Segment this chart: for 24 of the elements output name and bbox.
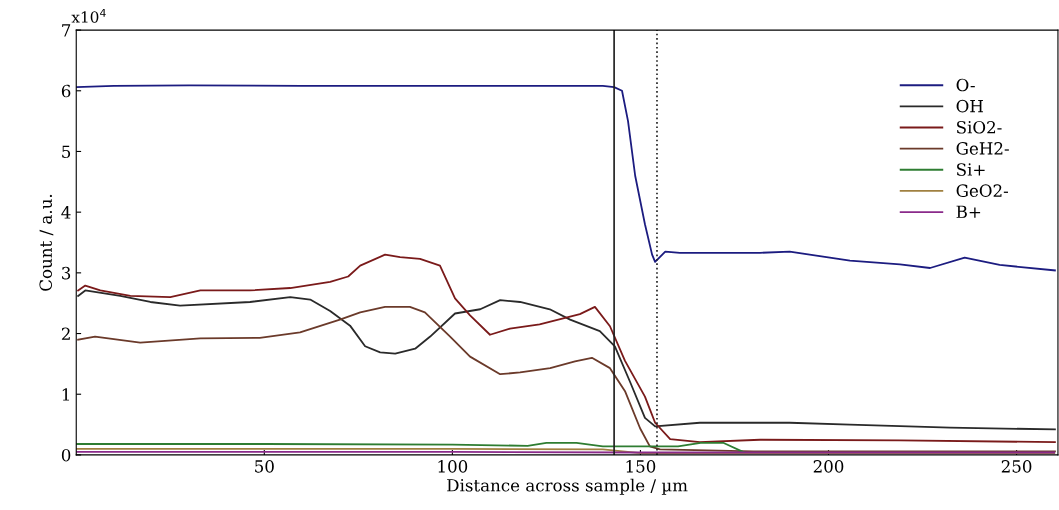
- y-axis-title: Count / a.u.: [39, 194, 54, 291]
- y-tick-label: 0: [61, 448, 71, 462]
- line-series: [77, 253, 1056, 444]
- x-tick-label: 150: [626, 460, 656, 473]
- y-tick-label: 5: [62, 145, 71, 159]
- y-tick-label: 6: [61, 84, 71, 98]
- x-axis-title: Distance across sample / µm: [447, 478, 688, 495]
- legend-label: GeH2-: [956, 142, 1009, 155]
- legend-label: B+: [956, 205, 981, 218]
- x-tick-label: 50: [255, 460, 274, 473]
- x-tick-label: 200: [813, 460, 844, 473]
- legend-label: Si+: [957, 163, 985, 176]
- x-tick-label: 100: [438, 460, 468, 473]
- y-tick-label: 2: [61, 327, 70, 340]
- x-tick-label: 250: [1001, 460, 1032, 473]
- text: x10$^{4}$: [71, 8, 106, 23]
- legend-label: SiO2-: [957, 120, 1002, 134]
- y-tick-label: 1: [62, 388, 70, 401]
- legend-label: O-: [956, 78, 975, 92]
- y-tick-label: 4: [61, 206, 71, 219]
- legend-label: OH: [956, 99, 983, 113]
- legend-label: GeO2-: [956, 184, 1008, 197]
- y-tick-label: 7: [62, 24, 71, 37]
- y-tick-label: 3: [62, 266, 71, 280]
